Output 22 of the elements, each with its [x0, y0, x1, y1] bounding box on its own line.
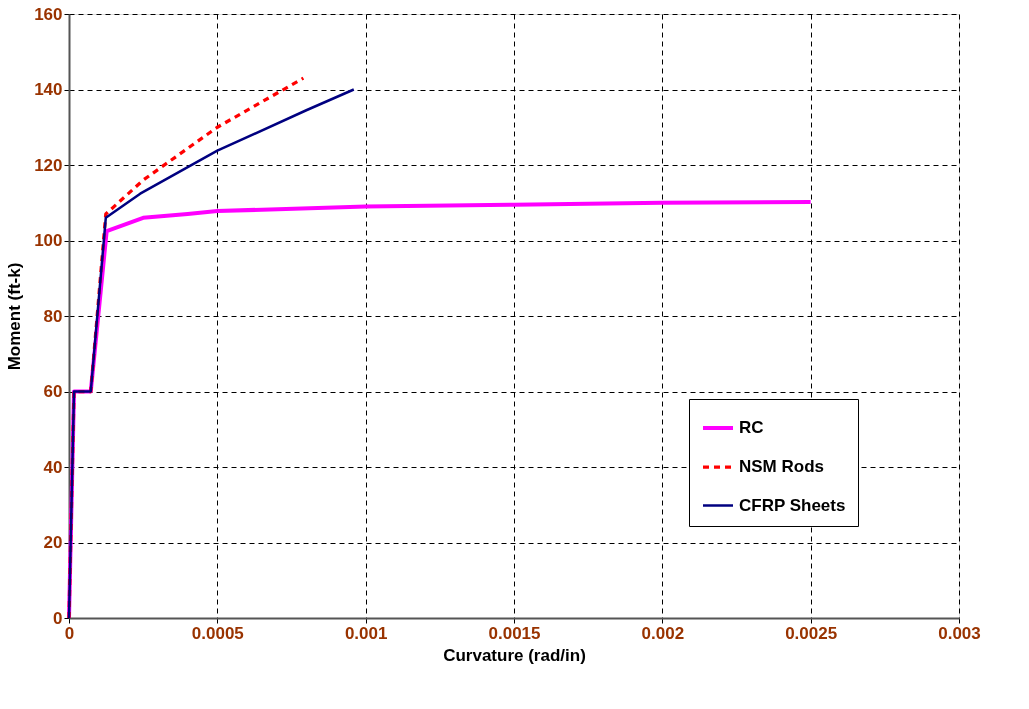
legend-label: RC — [739, 418, 764, 437]
y-tick-label: 60 — [43, 382, 63, 401]
x-tick-label: 0.001 — [344, 623, 388, 643]
line-series — [67, 76, 305, 620]
x-tick-label: 0.0015 — [488, 623, 541, 643]
legend-label: CFRP Sheets — [739, 495, 846, 515]
y-tick-label: 80 — [43, 306, 63, 326]
y-tick-label: 100 — [34, 231, 63, 250]
y-tick-label: 120 — [34, 155, 63, 175]
y-tick-label: 0 — [53, 608, 63, 628]
line-series — [67, 88, 356, 620]
y-tick-label: 20 — [43, 533, 63, 552]
y-tick-label: 140 — [34, 80, 63, 99]
x-axis-title: Curvature (rad/in) — [443, 645, 586, 665]
x-tick-label: 0.003 — [938, 623, 981, 643]
legend-label: NSM Rods — [739, 457, 824, 476]
x-tick-label: 0.0005 — [191, 623, 244, 643]
y-axis-title: Moment (ft-k) — [5, 262, 25, 371]
x-tick-label: 0.0025 — [785, 623, 838, 643]
y-tick-label: 160 — [34, 4, 63, 24]
y-tick-label: 40 — [43, 457, 63, 477]
x-tick-label: 0.002 — [641, 623, 685, 643]
